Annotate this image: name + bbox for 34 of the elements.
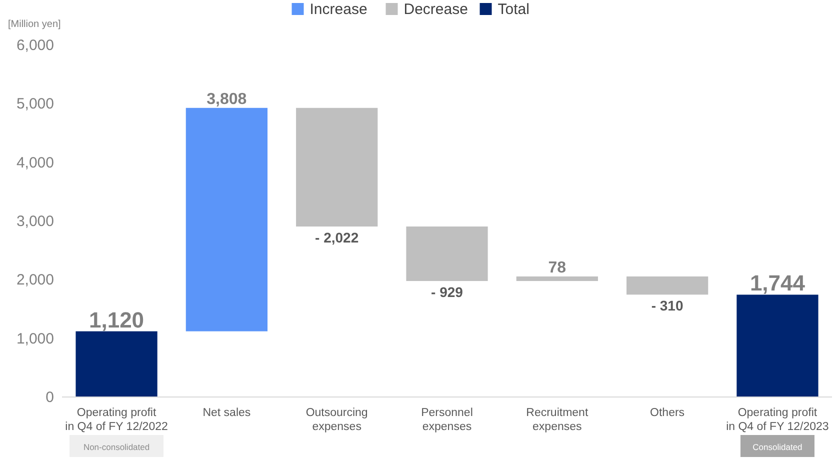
y-tick-label: 5,000 bbox=[16, 96, 54, 113]
data-label: 1,744 bbox=[750, 270, 806, 296]
bar bbox=[516, 276, 598, 282]
y-axis-title: [Million yen] bbox=[8, 19, 62, 30]
y-tick-label: 6,000 bbox=[16, 37, 54, 54]
bar bbox=[626, 276, 708, 295]
bar bbox=[406, 226, 488, 282]
legend-label: Increase bbox=[310, 1, 368, 18]
y-tick-label: 4,000 bbox=[16, 154, 54, 172]
x-tick-label: Outsourcing expenses bbox=[306, 407, 368, 433]
y-tick-label: 2,000 bbox=[16, 272, 54, 289]
x-tick-label: Personnel expenses bbox=[421, 407, 473, 433]
legend-label: Decrease bbox=[404, 1, 468, 18]
legend-label: Total bbox=[498, 1, 530, 18]
data-label: 3,808 bbox=[206, 90, 247, 108]
bar bbox=[296, 108, 378, 227]
data-label: - 2,022 bbox=[315, 230, 359, 246]
y-tick-label: 0 bbox=[46, 389, 54, 406]
x-tick-label: Recruitment expenses bbox=[526, 407, 589, 433]
text: Consolidated bbox=[752, 442, 803, 452]
y-tick-label: 1,000 bbox=[16, 330, 54, 348]
x-tick-label: Net sales bbox=[202, 407, 251, 419]
y-tick-label: 3,000 bbox=[16, 213, 54, 230]
bar bbox=[736, 294, 818, 397]
x-tick-label: Operating profit in Q4 of FY 12/2023 bbox=[726, 407, 829, 433]
data-label: - 310 bbox=[651, 298, 684, 314]
data-label: - 929 bbox=[431, 284, 464, 300]
bar bbox=[186, 108, 268, 332]
bar bbox=[76, 331, 158, 397]
text: Non-consolidated bbox=[83, 442, 150, 452]
x-tick-label: Others bbox=[650, 407, 685, 419]
data-label: 1,120 bbox=[88, 307, 144, 332]
x-tick-label: Operating profit in Q4 of FY 12/2022 bbox=[65, 407, 168, 433]
data-label: 78 bbox=[548, 259, 566, 276]
